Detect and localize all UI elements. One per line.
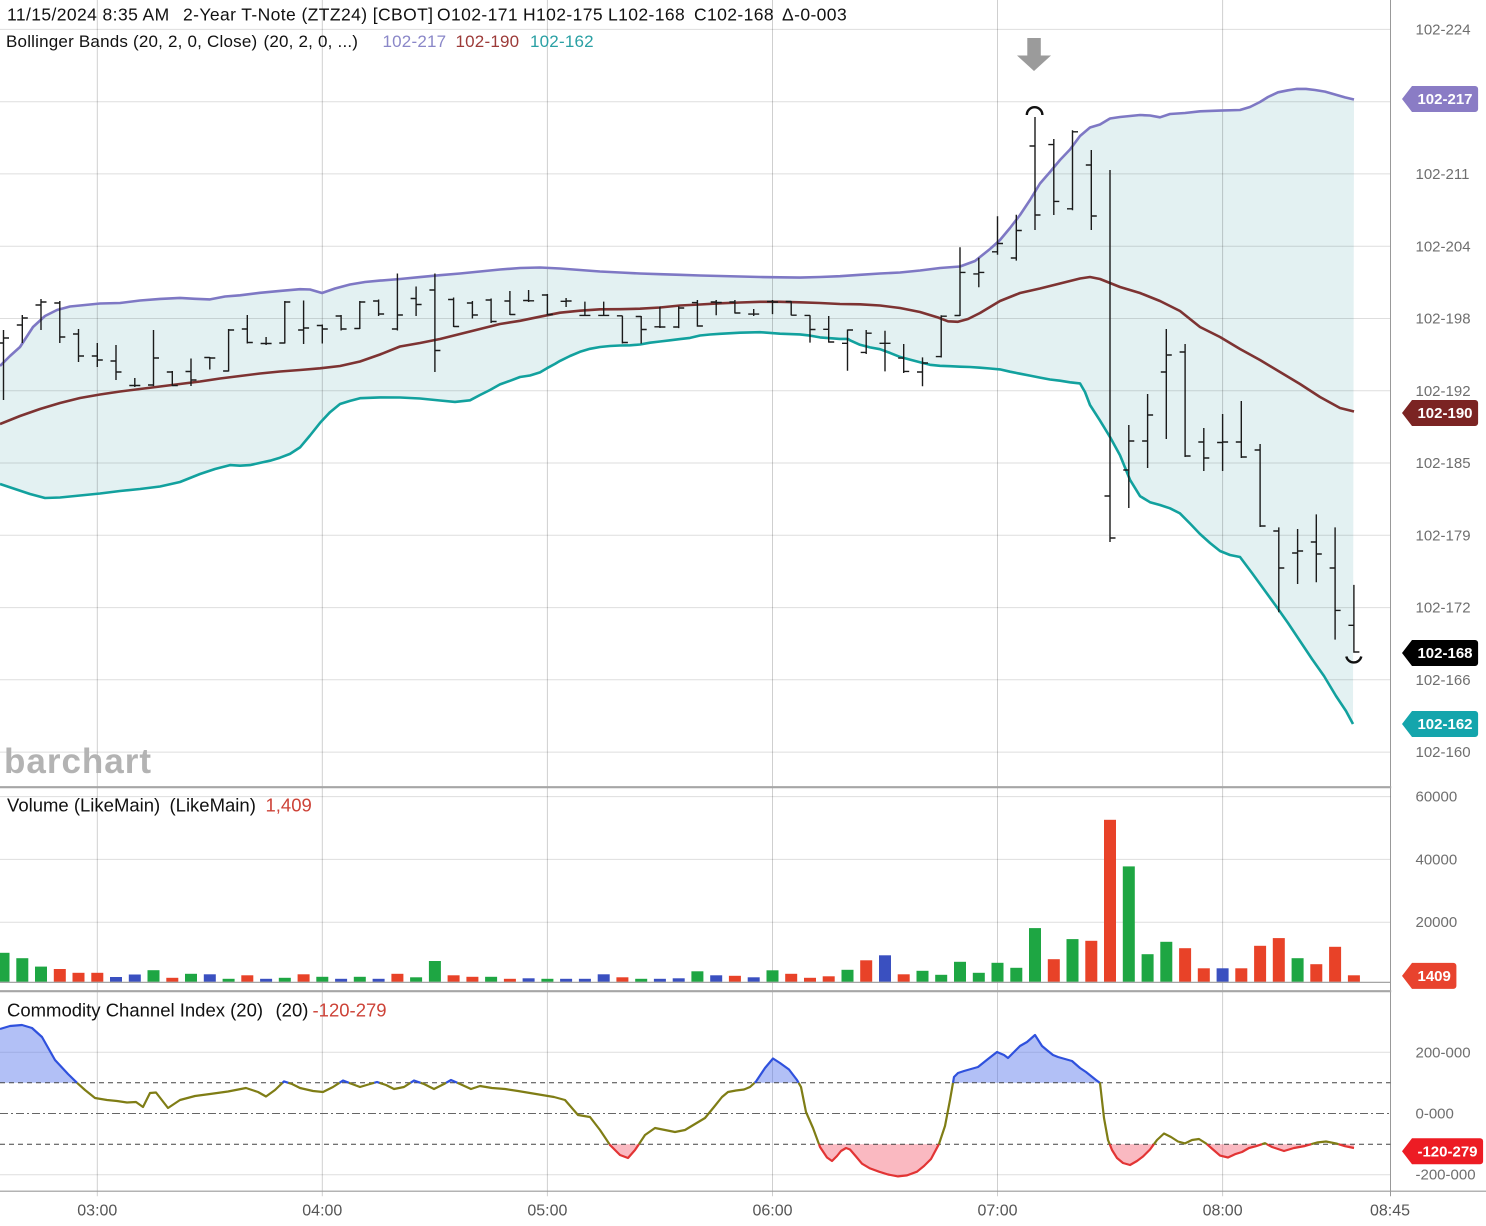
svg-text:0-000: 0-000 — [1416, 1106, 1454, 1123]
svg-text:102-179: 102-179 — [1416, 527, 1471, 544]
svg-text:60000: 60000 — [1416, 789, 1458, 806]
svg-text:08:45: 08:45 — [1370, 1203, 1410, 1220]
svg-text:-120-279: -120-279 — [1417, 1144, 1477, 1161]
svg-text:102-185: 102-185 — [1416, 455, 1471, 472]
svg-text:102-211: 102-211 — [1416, 166, 1470, 183]
svg-text:barchart: barchart — [4, 742, 152, 781]
svg-text:102-204: 102-204 — [1416, 238, 1471, 255]
svg-text:Commodity Channel Index (20): Commodity Channel Index (20) — [7, 1000, 263, 1021]
svg-text:05:00: 05:00 — [527, 1203, 567, 1220]
svg-text:(20): (20) — [276, 1000, 309, 1021]
svg-text:04:00: 04:00 — [302, 1203, 342, 1220]
svg-text:C102-168: C102-168 — [694, 5, 774, 25]
svg-text:08:00: 08:00 — [1203, 1203, 1243, 1220]
svg-text:102-224: 102-224 — [1416, 21, 1471, 38]
svg-text:07:00: 07:00 — [977, 1203, 1017, 1220]
svg-text:O102-171: O102-171 — [437, 5, 518, 25]
svg-text:11/15/2024 8:35 AM: 11/15/2024 8:35 AM — [7, 5, 170, 25]
svg-text:102-190: 102-190 — [1417, 405, 1472, 422]
svg-text:102-162: 102-162 — [530, 32, 594, 51]
svg-text:40000: 40000 — [1416, 851, 1458, 868]
svg-text:102-162: 102-162 — [1417, 716, 1472, 733]
svg-text:200-000: 200-000 — [1416, 1044, 1471, 1061]
svg-text:102-168: 102-168 — [1417, 645, 1472, 662]
svg-text:06:00: 06:00 — [752, 1203, 792, 1220]
svg-text:2-Year T-Note (ZTZ24) [CBOT]: 2-Year T-Note (ZTZ24) [CBOT] — [183, 5, 433, 25]
svg-text:03:00: 03:00 — [77, 1203, 117, 1220]
svg-text:Bollinger Bands (20, 2, 0, Clo: Bollinger Bands (20, 2, 0, Close) — [6, 32, 257, 51]
svg-text:102-190: 102-190 — [456, 32, 520, 51]
svg-text:1,409: 1,409 — [266, 795, 312, 816]
svg-text:102-217: 102-217 — [383, 32, 447, 51]
svg-text:102-198: 102-198 — [1416, 311, 1471, 328]
svg-text:102-166: 102-166 — [1416, 672, 1471, 689]
svg-text:Volume (LikeMain): Volume (LikeMain) — [7, 795, 160, 816]
svg-text:102-160: 102-160 — [1416, 744, 1471, 761]
svg-text:Δ-0-003: Δ-0-003 — [782, 5, 847, 25]
svg-text:1409: 1409 — [1418, 968, 1451, 985]
svg-text:20000: 20000 — [1416, 914, 1458, 931]
svg-text:-200-000: -200-000 — [1416, 1167, 1476, 1184]
svg-text:-120-279: -120-279 — [313, 1000, 387, 1021]
svg-text:102-192: 102-192 — [1416, 383, 1471, 400]
svg-text:(20, 2, 0, ...): (20, 2, 0, ...) — [264, 32, 359, 51]
svg-text:102-172: 102-172 — [1416, 600, 1471, 617]
svg-text:H102-175: H102-175 — [523, 5, 603, 25]
svg-text:L102-168: L102-168 — [608, 5, 685, 25]
svg-text:102-217: 102-217 — [1417, 91, 1472, 108]
svg-text:(LikeMain): (LikeMain) — [170, 795, 256, 816]
